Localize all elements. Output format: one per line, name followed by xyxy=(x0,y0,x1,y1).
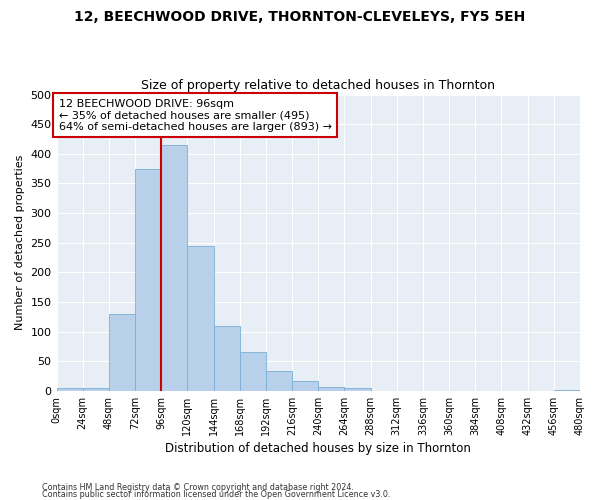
Bar xyxy=(292,381,318,391)
Bar xyxy=(266,372,292,391)
Bar xyxy=(161,145,187,391)
Y-axis label: Number of detached properties: Number of detached properties xyxy=(15,155,25,330)
Bar xyxy=(135,168,161,391)
Bar xyxy=(344,388,371,391)
Bar xyxy=(318,387,344,391)
Bar xyxy=(83,388,109,391)
Bar xyxy=(56,388,83,391)
Bar xyxy=(109,314,135,391)
Text: 12, BEECHWOOD DRIVE, THORNTON-CLEVELEYS, FY5 5EH: 12, BEECHWOOD DRIVE, THORNTON-CLEVELEYS,… xyxy=(74,10,526,24)
X-axis label: Distribution of detached houses by size in Thornton: Distribution of detached houses by size … xyxy=(166,442,471,455)
Text: Contains HM Land Registry data © Crown copyright and database right 2024.: Contains HM Land Registry data © Crown c… xyxy=(42,484,354,492)
Bar xyxy=(554,390,580,391)
Bar xyxy=(187,246,214,391)
Bar xyxy=(240,352,266,391)
Bar xyxy=(214,326,240,391)
Text: Contains public sector information licensed under the Open Government Licence v3: Contains public sector information licen… xyxy=(42,490,391,499)
Text: 12 BEECHWOOD DRIVE: 96sqm
← 35% of detached houses are smaller (495)
64% of semi: 12 BEECHWOOD DRIVE: 96sqm ← 35% of detac… xyxy=(59,98,332,132)
Title: Size of property relative to detached houses in Thornton: Size of property relative to detached ho… xyxy=(141,79,495,92)
